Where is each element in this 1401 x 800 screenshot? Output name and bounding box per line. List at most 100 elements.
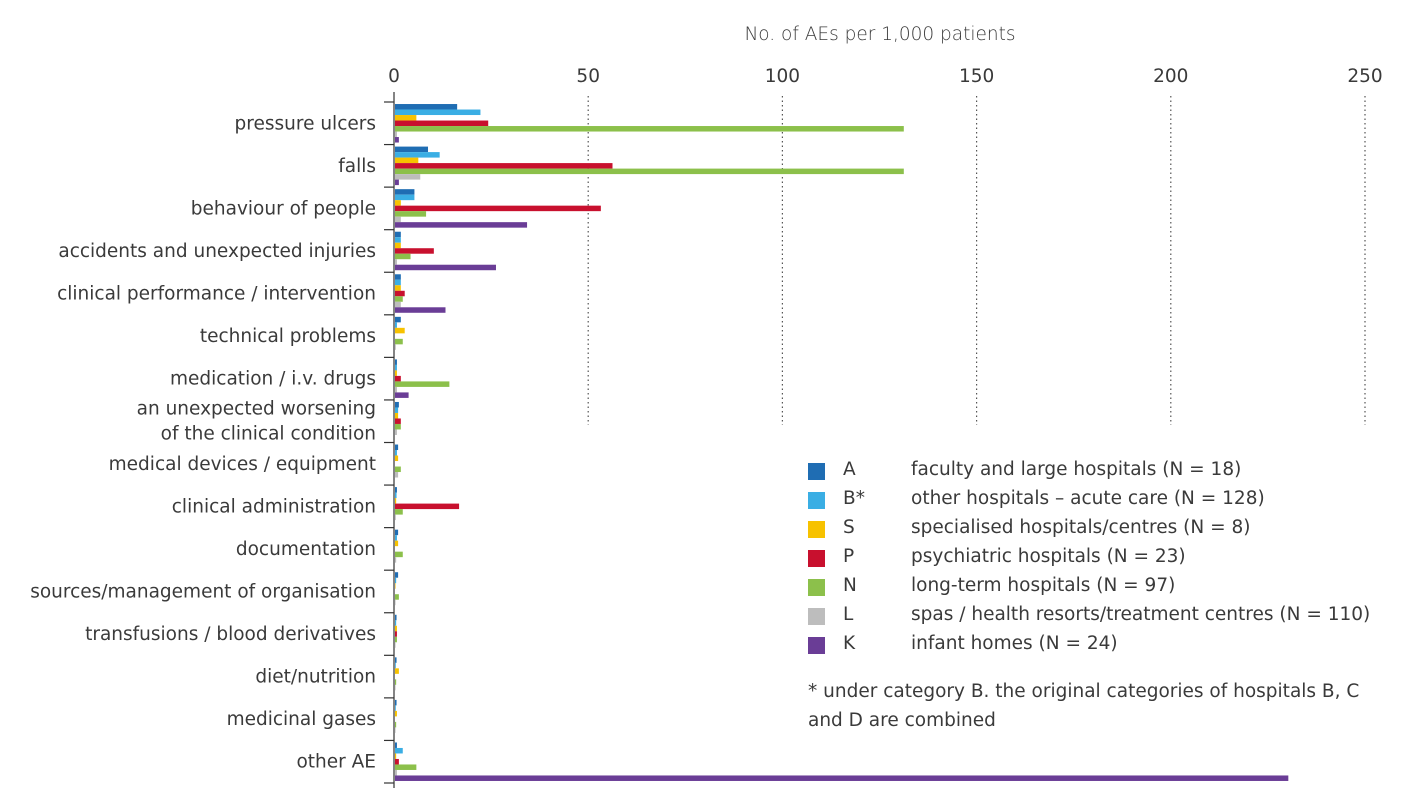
bar bbox=[395, 423, 401, 430]
category-label: medication / i.v. drugs bbox=[170, 369, 376, 390]
bar bbox=[395, 307, 446, 313]
category-label: pressure ulcers bbox=[235, 113, 376, 134]
bar bbox=[395, 412, 399, 419]
bar bbox=[395, 386, 397, 393]
bar bbox=[395, 392, 409, 398]
category-label: an unexpected worsening bbox=[137, 399, 376, 420]
bar bbox=[395, 301, 401, 308]
bar bbox=[395, 237, 401, 243]
bar bbox=[395, 163, 613, 169]
bar bbox=[395, 514, 396, 521]
bar bbox=[395, 152, 440, 158]
bar bbox=[395, 535, 397, 541]
bar bbox=[395, 338, 403, 345]
bar bbox=[395, 557, 397, 563]
bar bbox=[395, 120, 489, 127]
legend-code: A bbox=[843, 459, 856, 480]
bar bbox=[395, 614, 397, 621]
bar bbox=[395, 684, 396, 691]
bar bbox=[395, 625, 397, 632]
bar bbox=[395, 620, 397, 626]
bars bbox=[395, 104, 1289, 781]
legend-code: S bbox=[843, 517, 855, 538]
bar bbox=[395, 492, 397, 499]
bar bbox=[395, 455, 399, 462]
bar bbox=[395, 758, 399, 765]
bar bbox=[395, 710, 397, 717]
bar bbox=[395, 200, 401, 206]
bar bbox=[395, 115, 417, 121]
bar bbox=[395, 742, 397, 748]
bar bbox=[395, 179, 399, 186]
bar bbox=[395, 259, 397, 265]
bar bbox=[395, 401, 399, 408]
bar bbox=[395, 242, 401, 249]
bar bbox=[395, 503, 460, 510]
bar bbox=[395, 168, 904, 175]
bar bbox=[395, 577, 397, 584]
bar bbox=[395, 126, 904, 132]
category-label: technical problems bbox=[200, 326, 376, 347]
legend-code: B* bbox=[843, 488, 865, 509]
bar bbox=[395, 296, 403, 302]
bar bbox=[395, 364, 397, 371]
legend-label: infant homes (N = 24) bbox=[911, 633, 1118, 654]
bar bbox=[395, 429, 397, 435]
bar bbox=[395, 636, 397, 643]
bar bbox=[395, 668, 399, 674]
bar bbox=[395, 466, 401, 473]
bar bbox=[395, 509, 403, 515]
bar bbox=[395, 699, 397, 706]
x-tick-label: 100 bbox=[765, 66, 800, 87]
axes bbox=[384, 92, 395, 788]
bar bbox=[395, 157, 419, 164]
bar bbox=[395, 189, 415, 195]
legend-code: L bbox=[843, 604, 854, 625]
category-label: documentation bbox=[236, 539, 376, 560]
bar bbox=[395, 775, 1289, 781]
bar bbox=[395, 194, 415, 201]
bar bbox=[395, 540, 399, 547]
bar bbox=[395, 747, 403, 754]
bar bbox=[395, 216, 401, 223]
legend-code: K bbox=[843, 633, 856, 654]
x-tick-label: 150 bbox=[959, 66, 994, 87]
bar bbox=[395, 253, 411, 260]
bar bbox=[395, 137, 399, 143]
bar bbox=[395, 487, 397, 493]
bar bbox=[395, 274, 401, 280]
category-labels: pressure ulcers falls behaviour of people a… bbox=[30, 113, 376, 772]
legend-label: psychiatric hospitals (N = 23) bbox=[911, 546, 1186, 567]
bar bbox=[395, 222, 528, 228]
legend-swatch bbox=[808, 463, 825, 480]
bar bbox=[395, 174, 421, 180]
x-tick-label: 250 bbox=[1347, 66, 1382, 87]
bar bbox=[395, 679, 397, 685]
x-tick-label: 200 bbox=[1153, 66, 1188, 87]
bar bbox=[395, 599, 396, 606]
legend-swatch bbox=[808, 608, 825, 625]
legend-item: B* other hospitals – acute care (N = 128) bbox=[808, 487, 1393, 516]
category-label: clinical administration bbox=[172, 496, 376, 517]
category-label: medicinal gases bbox=[227, 709, 376, 730]
bar bbox=[395, 418, 401, 424]
bar bbox=[395, 205, 601, 212]
category-label: of the clinical condition bbox=[161, 424, 376, 445]
bar bbox=[395, 444, 399, 451]
legend-swatch bbox=[808, 492, 825, 509]
bar bbox=[395, 583, 396, 589]
x-tick-label: 50 bbox=[576, 66, 600, 87]
bar bbox=[395, 498, 397, 504]
bar bbox=[395, 662, 396, 669]
bar bbox=[395, 594, 399, 600]
category-label: behaviour of people bbox=[191, 198, 376, 219]
bar bbox=[395, 370, 397, 376]
bar bbox=[395, 572, 399, 578]
bar bbox=[395, 322, 397, 328]
legend-label: long-term hospitals (N = 97) bbox=[911, 575, 1176, 596]
bar bbox=[395, 109, 481, 116]
